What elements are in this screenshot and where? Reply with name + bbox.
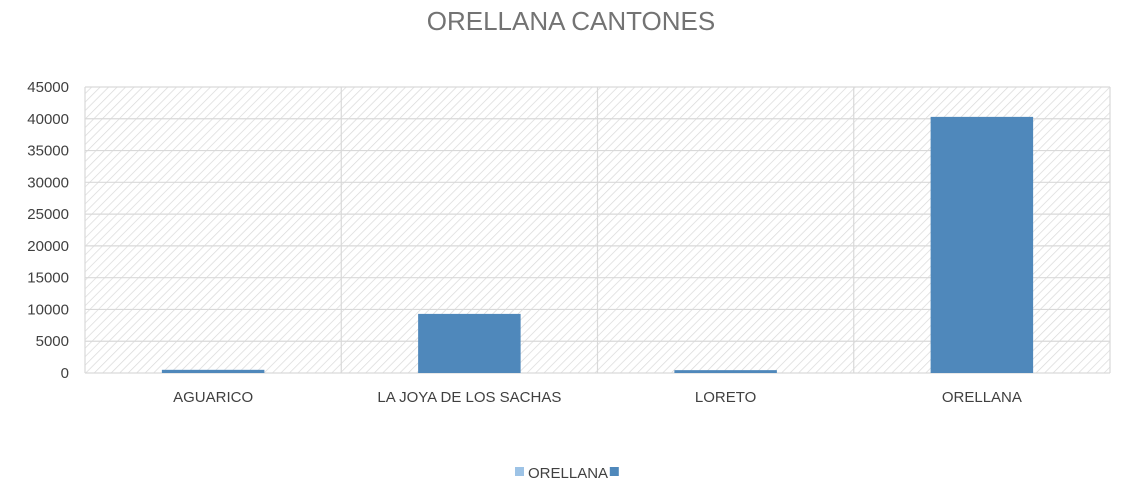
bar-orellana [930, 116, 1034, 374]
y-tick-label: 10000 [27, 301, 69, 318]
y-tick-label: 15000 [27, 270, 69, 287]
bar-aguarico [161, 369, 265, 373]
x-tick-label: LORETO [695, 389, 756, 406]
legend-label: ORELLANA [528, 465, 608, 482]
y-tick-label: 0 [61, 365, 69, 382]
y-tick-label: 5000 [36, 333, 69, 350]
legend-swatch [515, 467, 524, 476]
bar-loreto [674, 370, 777, 373]
y-tick-label: 20000 [27, 238, 69, 255]
y-tick-label: 25000 [27, 206, 69, 223]
x-axis-ticks: AGUARICO LA JOYA DE LOS SACHAS LORETO ORELL… [173, 389, 1022, 406]
y-tick-label: 35000 [27, 143, 69, 160]
legend-swatch [609, 467, 619, 476]
y-axis-ticks: 0 5000 10000 15000 20000 25000 30000 35000 40000… [27, 79, 69, 382]
y-tick-label: 30000 [27, 174, 69, 191]
x-tick-label: AGUARICO [173, 389, 253, 406]
gridlines [84, 86, 1111, 374]
legend: ORELLANA [515, 465, 619, 482]
y-tick-label: 40000 [27, 111, 69, 128]
x-tick-label: LA JOYA DE LOS SACHAS [377, 389, 561, 406]
chart-title: ORELLANA CANTONES [427, 6, 716, 36]
bar-la-joya-de-los-sachas [418, 313, 521, 373]
bars [161, 116, 1034, 374]
y-tick-label: 45000 [27, 79, 69, 96]
x-tick-label: ORELLANA [942, 389, 1022, 406]
